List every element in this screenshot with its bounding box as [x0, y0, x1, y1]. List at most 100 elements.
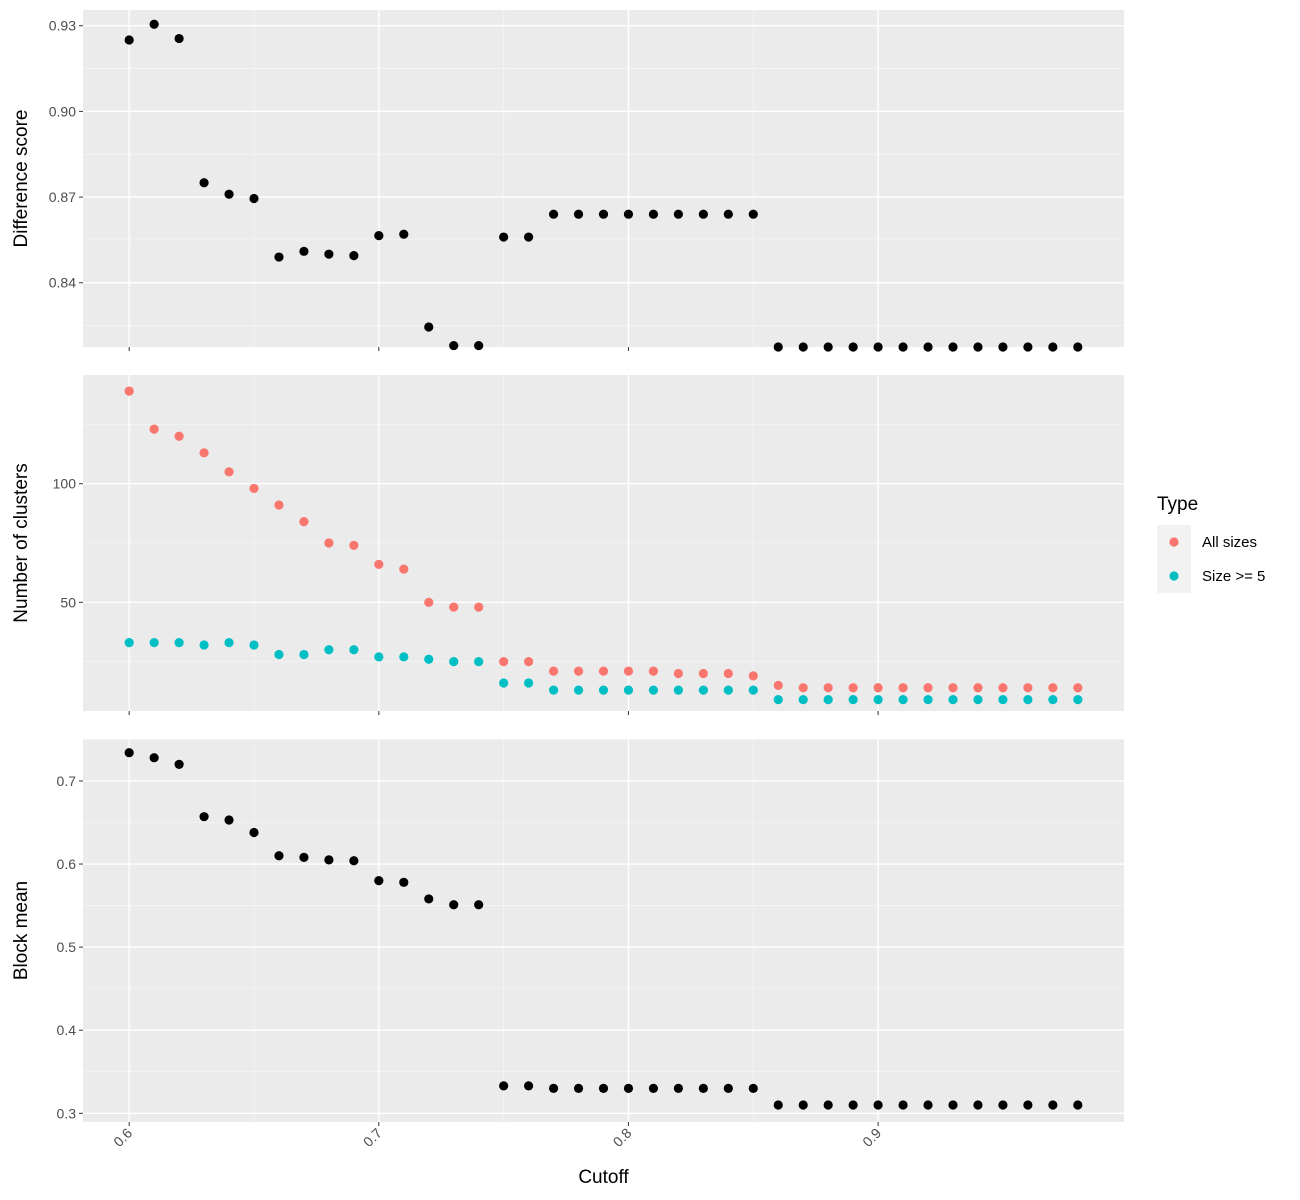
panel-1-ylabel: Difference score: [11, 110, 32, 248]
data-point-panel-3-series-1: [748, 1083, 758, 1093]
data-point-panel-2-series-2: [548, 685, 559, 695]
panel-3-ytick-label: 0.3: [57, 1105, 77, 1121]
legend-label: Size >= 5: [1202, 568, 1265, 585]
data-point-panel-2-series-2: [773, 695, 783, 705]
data-point-panel-1-series-1: [349, 251, 359, 261]
data-point-panel-3-series-1: [324, 855, 334, 865]
data-point-panel-3-series-1: [548, 1083, 559, 1093]
data-point-panel-1-series-1: [524, 232, 534, 242]
data-point-panel-1-series-1: [598, 209, 609, 219]
panel-1-ytick-label: 0.87: [49, 189, 76, 205]
data-point-panel-2-series-1: [898, 683, 908, 693]
data-point-panel-2-series-2: [149, 638, 159, 648]
data-point-panel-2-series-2: [748, 685, 758, 695]
data-point-panel-2-series-1: [748, 671, 758, 681]
data-point-panel-3-series-1: [623, 1083, 634, 1093]
data-point-panel-3-series-1: [648, 1083, 659, 1093]
data-point-panel-3-series-1: [124, 748, 134, 758]
data-point-panel-3-series-1: [424, 894, 434, 904]
data-point-panel-2-series-1: [873, 683, 883, 693]
data-point-panel-3-series-1: [524, 1081, 534, 1091]
data-point-panel-2-series-2: [573, 685, 584, 695]
data-point-panel-3-series-1: [898, 1100, 908, 1110]
data-point-panel-1-series-1: [623, 209, 634, 219]
data-point-panel-2-series-1: [474, 602, 484, 612]
panel-1-ytick-label: 0.93: [49, 18, 76, 34]
data-point-panel-3-series-1: [399, 877, 409, 887]
panel-3-ytick-label: 0.7: [57, 773, 77, 789]
data-point-panel-2-series-1: [973, 683, 983, 693]
data-point-panel-1-series-1: [399, 229, 409, 239]
panel-2-ytick-label: 50: [60, 594, 76, 610]
legend-title: Type: [1157, 494, 1198, 515]
data-point-panel-3-series-1: [698, 1083, 708, 1093]
data-point-panel-2-series-1: [773, 680, 783, 690]
panel-2-ytick-label: 100: [53, 476, 77, 492]
data-point-panel-2-series-1: [723, 668, 733, 679]
data-point-panel-1-series-1: [673, 209, 683, 219]
data-point-panel-2-series-2: [174, 638, 184, 648]
data-point-panel-2-series-1: [299, 517, 309, 527]
data-point-panel-1-series-1: [499, 232, 509, 242]
data-point-panel-2-series-2: [698, 685, 708, 695]
data-point-panel-2-series-1: [573, 666, 584, 676]
data-point-panel-1-series-1: [1048, 342, 1058, 352]
data-point-panel-3-series-1: [823, 1100, 833, 1110]
data-point-panel-3-series-1: [174, 759, 184, 769]
panel-1-ytick-label: 0.90: [49, 103, 76, 119]
data-point-panel-2-series-1: [673, 668, 683, 679]
panel-1-background: [83, 10, 1124, 347]
data-point-panel-2-series-2: [199, 640, 209, 650]
data-point-panel-1-series-1: [998, 342, 1008, 352]
data-point-panel-1-series-1: [374, 231, 384, 241]
data-point-panel-3-series-1: [948, 1100, 958, 1110]
legend-key-marker: [1169, 571, 1179, 581]
data-point-panel-2-series-1: [374, 559, 384, 569]
panel-3-background: [83, 739, 1124, 1122]
data-point-panel-2-series-2: [324, 645, 334, 655]
data-point-panel-2-series-2: [449, 657, 459, 667]
data-point-panel-2-series-1: [1023, 683, 1033, 693]
x-axis-title: Cutoff: [578, 1167, 629, 1188]
data-point-panel-1-series-1: [224, 189, 234, 199]
data-point-panel-3-series-1: [449, 900, 459, 910]
data-point-panel-3-series-1: [573, 1083, 584, 1093]
data-point-panel-2-series-2: [923, 695, 933, 705]
data-point-panel-2-series-1: [449, 602, 459, 612]
data-point-panel-2-series-2: [598, 685, 609, 695]
data-point-panel-2-series-2: [673, 685, 683, 695]
data-point-panel-3-series-1: [723, 1083, 733, 1093]
data-point-panel-2-series-1: [174, 431, 184, 441]
data-point-panel-2-series-2: [499, 678, 509, 688]
data-point-panel-2-series-2: [623, 685, 634, 695]
data-point-panel-2-series-1: [1073, 683, 1083, 693]
data-point-panel-2-series-2: [648, 685, 659, 695]
data-point-panel-2-series-2: [848, 695, 858, 705]
data-point-panel-1-series-1: [873, 342, 883, 352]
data-point-panel-2-series-1: [249, 483, 259, 494]
data-point-panel-2-series-1: [149, 424, 159, 434]
panel-2-ylabel: Number of clusters: [11, 463, 32, 622]
data-point-panel-2-series-2: [349, 645, 359, 655]
data-point-panel-1-series-1: [174, 33, 184, 44]
data-point-panel-1-series-1: [748, 209, 758, 219]
data-point-panel-3-series-1: [299, 852, 309, 862]
data-point-panel-2-series-2: [124, 638, 134, 648]
data-point-panel-2-series-1: [948, 683, 958, 693]
data-point-panel-3-series-1: [1023, 1100, 1033, 1110]
data-point-panel-2-series-1: [648, 666, 659, 676]
data-point-panel-3-series-1: [923, 1100, 933, 1110]
data-point-panel-1-series-1: [149, 19, 159, 29]
data-point-panel-2-series-2: [1023, 695, 1033, 705]
data-point-panel-2-series-1: [848, 683, 858, 693]
data-point-panel-1-series-1: [823, 342, 833, 352]
legend-key-marker: [1169, 537, 1179, 547]
data-point-panel-3-series-1: [1073, 1100, 1083, 1110]
data-point-panel-1-series-1: [474, 340, 484, 351]
data-point-panel-3-series-1: [998, 1100, 1008, 1110]
data-point-panel-2-series-2: [374, 652, 384, 662]
data-point-panel-3-series-1: [224, 815, 234, 825]
data-point-panel-2-series-2: [524, 678, 534, 688]
data-point-panel-2-series-1: [698, 668, 708, 679]
data-point-panel-2-series-1: [1048, 683, 1058, 693]
